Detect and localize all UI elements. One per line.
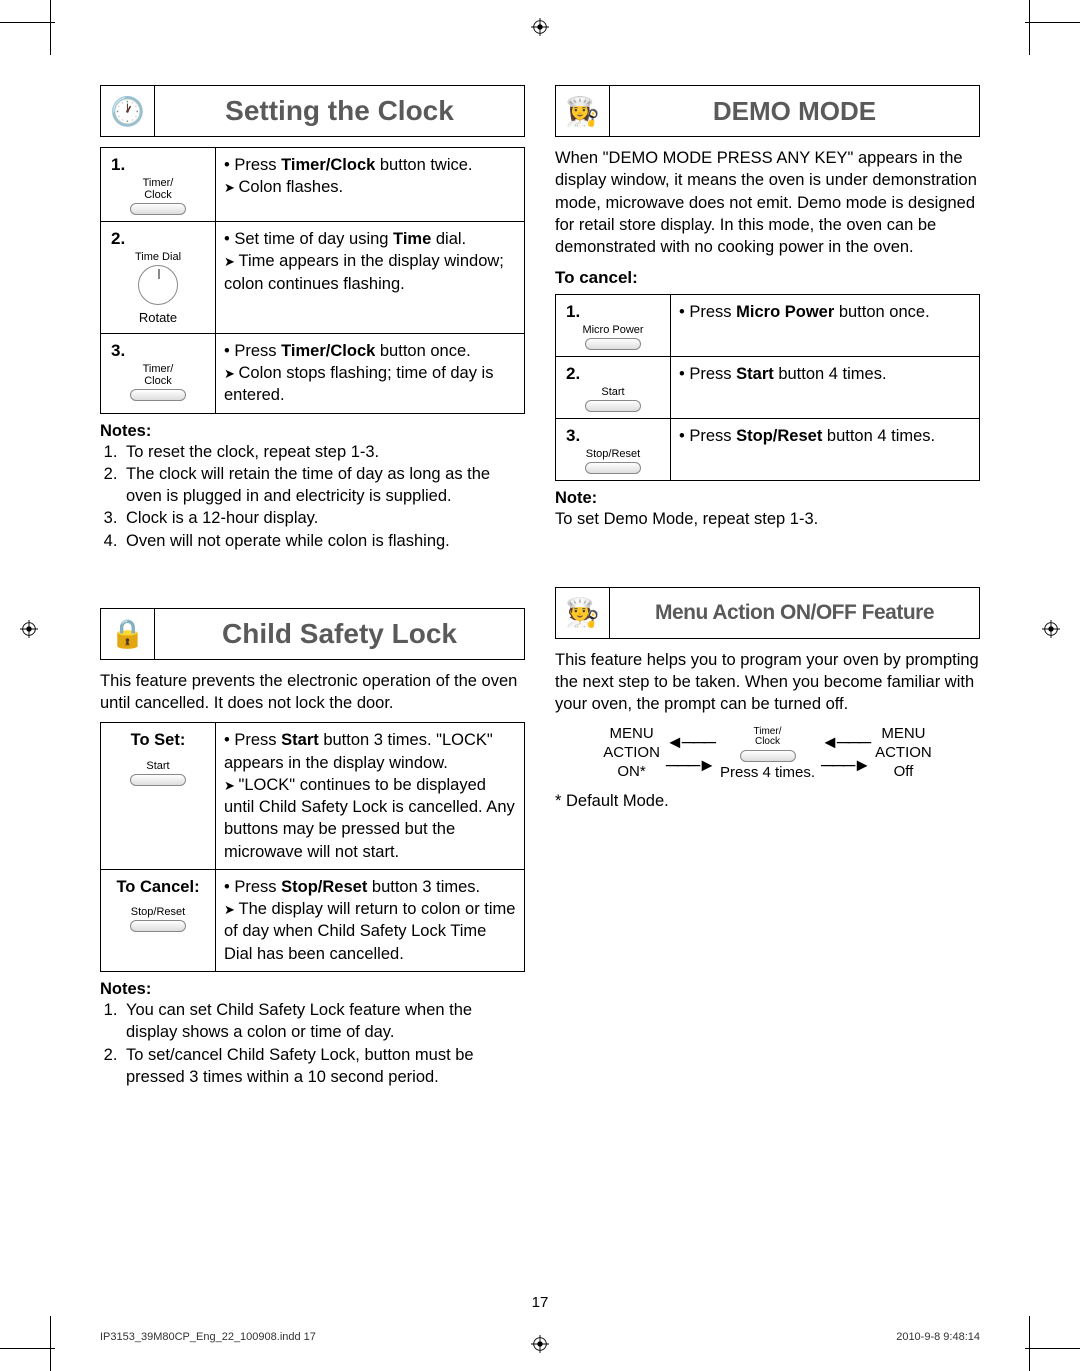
menu-footnote: * Default Mode. (555, 790, 980, 812)
arrow-right-icon: ───► (821, 755, 869, 776)
table-row: 3.Timer/Clock Press Timer/Clock button o… (101, 333, 525, 413)
footer-timestamp: 2010-9-8 9:48:14 (896, 1331, 980, 1343)
demo-note-text: To set Demo Mode, repeat step 1-3. (555, 508, 980, 530)
instruction-line: Press Stop/Reset button 3 times. (224, 876, 516, 898)
table-row: To Cancel: Stop/Reset Press Stop/Reset b… (101, 869, 525, 971)
menu-left-2: ACTION (603, 744, 660, 763)
list-item: To set/cancel Child Safety Lock, button … (122, 1044, 525, 1089)
clock-icon: 🕐 (101, 85, 155, 137)
list-item: Clock is a 12-hour display. (122, 507, 525, 529)
clock-notes-list: To reset the clock, repeat step 1-3.The … (100, 441, 525, 552)
menu-left-1: MENU (603, 725, 660, 744)
instruction-line: Press Timer/Clock button twice. (224, 154, 516, 176)
list-item: Oven will not operate while colon is fla… (122, 530, 525, 552)
list-item: To reset the clock, repeat step 1-3. (122, 441, 525, 463)
instruction-line: Press Micro Power button once. (679, 301, 971, 323)
instruction-line: Time appears in the display window; colo… (224, 250, 516, 295)
childlock-intro: This feature prevents the electronic ope… (100, 670, 525, 715)
control-label: Micro Power (564, 324, 662, 336)
button-icon (585, 400, 641, 412)
instruction-line: Press Start button 3 times. "LOCK" appea… (224, 729, 516, 774)
list-item: The clock will retain the time of day as… (122, 463, 525, 508)
lock-icon: 🔒 (101, 608, 155, 660)
section-header-menu: 🧑‍🍳 Menu Action ON/OFF Feature (555, 587, 980, 639)
table-row: 1.Timer/Clock Press Timer/Clock button t… (101, 148, 525, 222)
control-label: Stop/Reset (109, 906, 207, 918)
button-icon (130, 774, 186, 786)
section-header-clock: 🕐 Setting the Clock (100, 85, 525, 137)
dial-icon (138, 265, 178, 305)
clock-steps-table: 1.Timer/Clock Press Timer/Clock button t… (100, 147, 525, 414)
control-label: Timer/Clock (109, 177, 207, 201)
clock-title: Setting the Clock (155, 95, 524, 127)
clock-notes-heading: Notes: (100, 422, 525, 441)
childlock-title: Child Safety Lock (155, 618, 524, 650)
demo-icon: 👩‍🍳 (556, 85, 610, 137)
instruction-line: Press Start button 4 times. (679, 363, 971, 385)
chef-menu-icon: 🧑‍🍳 (556, 587, 610, 639)
instruction-line: Press Stop/Reset button 4 times. (679, 425, 971, 447)
timer-clock-button-icon (740, 750, 796, 762)
page-number: 17 (0, 1294, 1080, 1311)
button-icon (130, 920, 186, 932)
menu-right-1: MENU (875, 725, 932, 744)
menu-diagram: MENU ACTION ON* ◄─── ───► Timer/Clock Pr… (555, 725, 980, 781)
registration-mark-icon (1042, 620, 1060, 638)
registration-mark-icon (20, 620, 38, 638)
arrow-left-icon: ◄─── (821, 732, 869, 753)
childlock-notes-heading: Notes: (100, 980, 525, 999)
button-icon (130, 389, 186, 401)
control-label: Start (109, 760, 207, 772)
demo-cancel-heading: To cancel: (555, 268, 980, 288)
instruction-line: "LOCK" continues to be displayed until C… (224, 774, 516, 863)
button-icon (585, 462, 641, 474)
instruction-line: Colon flashes. (224, 176, 516, 198)
demo-steps-table: 1. Micro Power Press Micro Power button … (555, 294, 980, 481)
demo-note-heading: Note: (555, 489, 980, 508)
registration-mark-icon (531, 18, 549, 36)
control-label: Timer/Clock (109, 363, 207, 387)
menu-right-3: Off (875, 763, 932, 782)
registration-mark-icon (531, 1335, 549, 1353)
button-icon (585, 338, 641, 350)
table-row: 2. Start Press Start button 4 times. (556, 357, 980, 419)
section-header-demo: 👩‍🍳 DEMO MODE (555, 85, 980, 137)
table-row: 3. Stop/Reset Press Stop/Reset button 4 … (556, 419, 980, 481)
button-icon (130, 203, 186, 215)
instruction-line: Set time of day using Time dial. (224, 228, 516, 250)
table-row: 1. Micro Power Press Micro Power button … (556, 295, 980, 357)
demo-intro: When "DEMO MODE PRESS ANY KEY" appears i… (555, 147, 980, 258)
arrow-right-icon: ───► (666, 755, 714, 776)
menu-right-2: ACTION (875, 744, 932, 763)
menu-center-label: Timer/Clock (720, 727, 815, 748)
menu-intro: This feature helps you to program your o… (555, 649, 980, 716)
menu-left-3: ON* (603, 763, 660, 782)
instruction-line: The display will return to colon or time… (224, 898, 516, 965)
childlock-table: To Set: Start Press Start button 3 times… (100, 722, 525, 972)
instruction-line: Press Timer/Clock button once. (224, 340, 516, 362)
arrow-left-icon: ◄─── (666, 732, 714, 753)
control-label: Stop/Reset (564, 448, 662, 460)
section-header-childlock: 🔒 Child Safety Lock (100, 608, 525, 660)
menu-center-bottom: Press 4 times. (720, 764, 815, 781)
childlock-notes-list: You can set Child Safety Lock feature wh… (100, 999, 525, 1088)
menu-title: Menu Action ON/OFF Feature (610, 601, 979, 625)
control-label: Start (564, 386, 662, 398)
footer-doc-id: IP3153_39M80CP_Eng_22_100908.indd 17 (100, 1331, 316, 1343)
list-item: You can set Child Safety Lock feature wh… (122, 999, 525, 1044)
table-row: To Set: Start Press Start button 3 times… (101, 723, 525, 870)
demo-title: DEMO MODE (610, 96, 979, 127)
control-label: Time Dial (109, 251, 207, 263)
instruction-line: Colon stops flashing; time of day is ent… (224, 362, 516, 407)
table-row: 2.Time DialRotate Set time of day using … (101, 222, 525, 334)
